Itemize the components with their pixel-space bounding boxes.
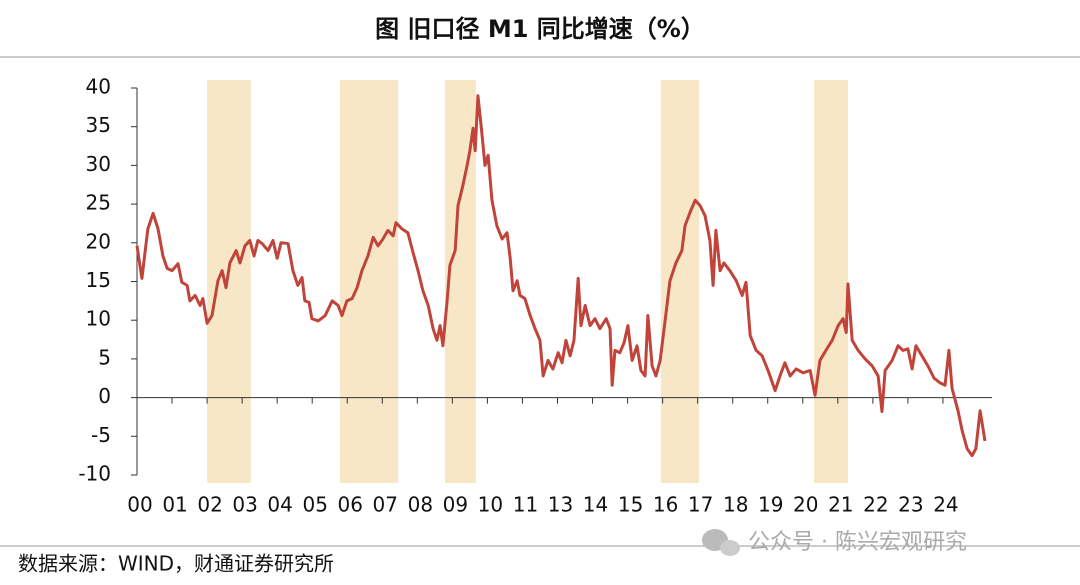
- y-tick-label: 5: [98, 345, 111, 369]
- x-tick-label: 00: [127, 493, 152, 517]
- x-tick-label: 04: [267, 493, 292, 517]
- y-tick-label: -10: [78, 462, 111, 486]
- x-tick-label: 13: [548, 493, 573, 517]
- chart-title: 图 旧口径 M1 同比增速（%）: [375, 15, 705, 43]
- x-tick-label: 23: [898, 493, 923, 517]
- x-tick-label: 06: [338, 493, 363, 517]
- x-tick-label: 19: [758, 493, 783, 517]
- y-tick-label: 35: [86, 113, 111, 137]
- watermark: 公众号 · 陈兴宏观研究: [748, 530, 967, 555]
- y-tick-label: 15: [86, 268, 111, 292]
- y-tick-label: 40: [86, 75, 111, 99]
- shaded-period: [207, 80, 251, 483]
- y-tick-label: 20: [86, 229, 111, 253]
- x-tick-label: 10: [478, 493, 503, 517]
- x-tick-label: 16: [653, 493, 678, 517]
- y-tick-label: 0: [98, 384, 111, 408]
- watermark-icon: [702, 529, 740, 556]
- x-tick-label: 05: [302, 493, 327, 517]
- x-tick-label: 07: [373, 493, 398, 517]
- x-tick-label: 14: [583, 493, 608, 517]
- x-tick-label: 09: [443, 493, 468, 517]
- x-tick-label: 18: [723, 493, 748, 517]
- x-tick-label: 11: [513, 493, 538, 517]
- shaded-period: [813, 80, 848, 483]
- x-tick-label: 24: [933, 493, 958, 517]
- x-tick-label: 20: [793, 493, 818, 517]
- x-tick-label: 21: [828, 493, 853, 517]
- y-tick-label: 10: [86, 307, 111, 331]
- y-tick-label: -5: [91, 423, 111, 447]
- x-tick-label: 17: [688, 493, 713, 517]
- y-tick-label: 25: [86, 191, 111, 215]
- shaded-period: [339, 80, 399, 483]
- x-tick-label: 15: [618, 493, 643, 517]
- x-tick-label: 03: [232, 493, 257, 517]
- source-note: 数据来源：WIND，财通证券研究所: [18, 552, 334, 576]
- x-tick-label: 22: [863, 493, 888, 517]
- y-tick-label: 30: [86, 152, 111, 176]
- shaded-period: [660, 80, 700, 483]
- x-tick-label: 08: [408, 493, 433, 517]
- x-tick-label: 01: [162, 493, 187, 517]
- x-tick-label: 02: [197, 493, 222, 517]
- series-line: [135, 94, 987, 458]
